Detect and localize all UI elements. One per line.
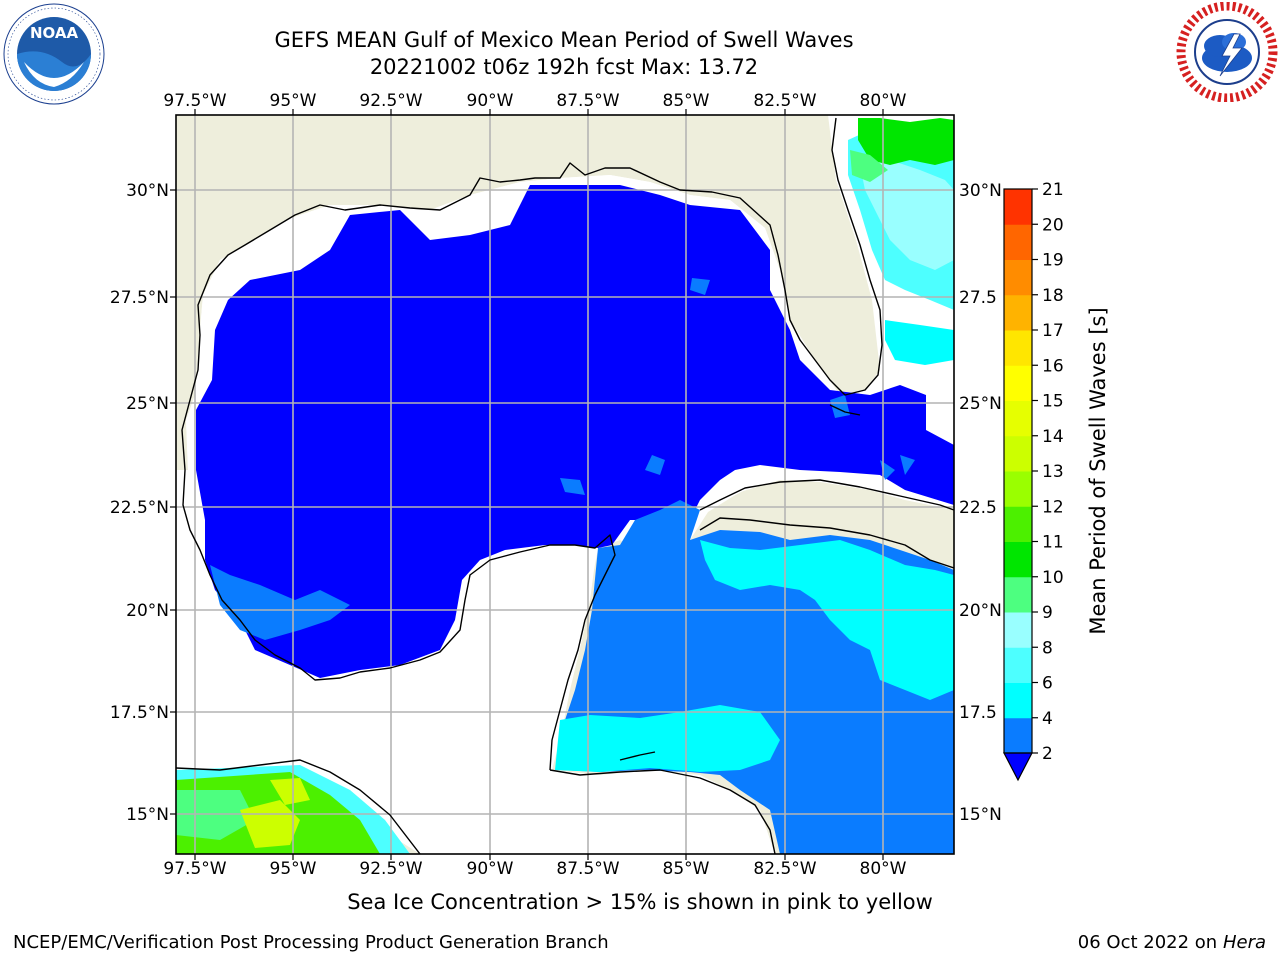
- colorbar-tick-label: 16: [1042, 356, 1064, 376]
- colorbar-segment: [1004, 717, 1032, 754]
- colorbar-segment: [1004, 259, 1032, 296]
- field-2-4s-west: [210, 565, 350, 640]
- lat-label: 20°N: [959, 601, 1002, 621]
- lat-labels-right: 30°N 27.5 25°N 22.5 20°N 17.5 15°N: [959, 181, 1002, 825]
- colorbar-tick-label: 19: [1042, 251, 1064, 271]
- lat-label: 20°N: [126, 601, 169, 621]
- lon-label: 87.5°W: [556, 91, 619, 111]
- colorbar-tick-label: 2: [1042, 744, 1053, 764]
- colorbar-segment: [1004, 365, 1032, 401]
- lon-label: 97.5°W: [163, 91, 226, 111]
- lat-label: 22.5: [959, 498, 997, 518]
- colorbar-segment: [1004, 330, 1032, 366]
- lon-label: 95°W: [270, 91, 317, 111]
- lon-label: 97.5°W: [163, 859, 226, 879]
- colorbar-segment: [1004, 294, 1032, 331]
- coastline: [176, 117, 954, 854]
- lat-label: 17.5°N: [110, 703, 169, 723]
- field-under-2s: [196, 185, 954, 678]
- lon-label: 80°W: [860, 859, 907, 879]
- colorbar-under-extend: [1003, 752, 1033, 782]
- map-area: [176, 115, 954, 854]
- lat-label: 15°N: [959, 805, 1002, 825]
- lon-label: 92.5°W: [359, 859, 422, 879]
- colorbar-segment: [1004, 435, 1032, 472]
- date-value: 06 Oct 2022 on: [1077, 932, 1218, 953]
- colorbar-tick-label: 8: [1042, 638, 1053, 658]
- colorbar-tick-label: 10: [1042, 568, 1064, 588]
- lon-label: 90°W: [467, 91, 514, 111]
- colorbar-segment: [1004, 541, 1032, 578]
- colorbar-segment: [1004, 612, 1032, 648]
- colorbar-segment: [1004, 576, 1032, 613]
- grid-lines: [176, 115, 954, 854]
- lon-label: 92.5°W: [359, 91, 422, 111]
- colorbar-tick-label: 14: [1042, 427, 1064, 447]
- lat-label: 17.5: [959, 703, 997, 723]
- colorbar-segment: [1004, 647, 1032, 683]
- field-4-6s-northeast: [885, 320, 954, 365]
- lat-label: 15°N: [126, 805, 169, 825]
- tick-marks: [170, 109, 884, 860]
- colorbar-segment: [1004, 400, 1032, 437]
- field-4-6s-east: [700, 540, 954, 700]
- colorbar-segment: [1004, 471, 1032, 507]
- colorbar-segment: [1004, 682, 1032, 719]
- colorbar-tick-label: 4: [1042, 709, 1053, 729]
- lon-label: 85°W: [663, 91, 710, 111]
- svg-text:NOAA: NOAA: [30, 24, 79, 42]
- lon-labels-top: 97.5°W 95°W 92.5°W 90°W 87.5°W 85°W 82.5…: [163, 91, 906, 111]
- credit-text: NCEP/EMC/Verification Post Processing Pr…: [13, 932, 609, 953]
- host-name: Hera: [1222, 932, 1266, 953]
- lon-label: 80°W: [860, 91, 907, 111]
- lat-label: 27.5: [959, 288, 997, 308]
- chart-subtitle: 20221002 t06z 192h fcst Max: 13.72: [369, 55, 759, 79]
- colorbar-tick-label: 18: [1042, 286, 1064, 306]
- lon-label: 82.5°W: [753, 91, 816, 111]
- colorbar-tick-label: 6: [1042, 674, 1053, 694]
- colorbar-tick-label: 9: [1042, 603, 1053, 623]
- lon-label: 82.5°W: [753, 859, 816, 879]
- colorbar: 2 4 6 8 9 10 11 12 13 14 15 16 17 18 19 20 21: [1003, 180, 1064, 782]
- colorbar-tick-label: 13: [1042, 462, 1064, 482]
- lon-label: 90°W: [467, 859, 514, 879]
- field-10-11s-atlantic: [858, 118, 954, 165]
- field-9-10s-atlantic: [850, 150, 888, 182]
- chart-title: GEFS MEAN Gulf of Mexico Mean Period of …: [274, 28, 854, 52]
- date-text: 06 Oct 2022 on Hera: [1078, 932, 1266, 953]
- lat-label: 22.5°N: [110, 498, 169, 518]
- field-4-6s-southwest: [555, 705, 780, 772]
- colorbar-tick-label: 20: [1042, 215, 1064, 235]
- lat-label: 30°N: [959, 181, 1002, 201]
- lon-label: 95°W: [270, 859, 317, 879]
- lat-labels-left: 30°N 27.5°N 25°N 22.5°N 20°N 17.5°N 15°N: [110, 181, 169, 825]
- colorbar-segment: [1004, 224, 1032, 260]
- lon-labels-bottom: 97.5°W 95°W 92.5°W 90°W 87.5°W 85°W 82.5…: [163, 859, 906, 879]
- colorbar-tick-label: 11: [1042, 533, 1064, 553]
- lon-label: 85°W: [663, 859, 710, 879]
- lat-label: 25°N: [959, 394, 1002, 414]
- nws-logo-icon: [1176, 2, 1278, 102]
- colorbar-tick-label: 17: [1042, 321, 1064, 341]
- colorbar-tick-label: 15: [1042, 392, 1064, 412]
- colorbar-segment: [1004, 189, 1032, 225]
- colorbar-tick-label: 12: [1042, 497, 1064, 517]
- colorbar-title: Mean Period of Swell Waves [s]: [1086, 307, 1110, 634]
- lat-label: 30°N: [126, 181, 169, 201]
- lon-label: 87.5°W: [556, 859, 619, 879]
- noaa-logo-icon: NOAA: [3, 3, 105, 105]
- map-frame: [175, 114, 955, 855]
- lat-label: 27.5°N: [110, 288, 169, 308]
- lat-label: 25°N: [126, 394, 169, 414]
- colorbar-tick-label: 21: [1042, 180, 1064, 200]
- ice-note: Sea Ice Concentration > 15% is shown in …: [347, 890, 933, 914]
- colorbar-segment: [1004, 506, 1032, 542]
